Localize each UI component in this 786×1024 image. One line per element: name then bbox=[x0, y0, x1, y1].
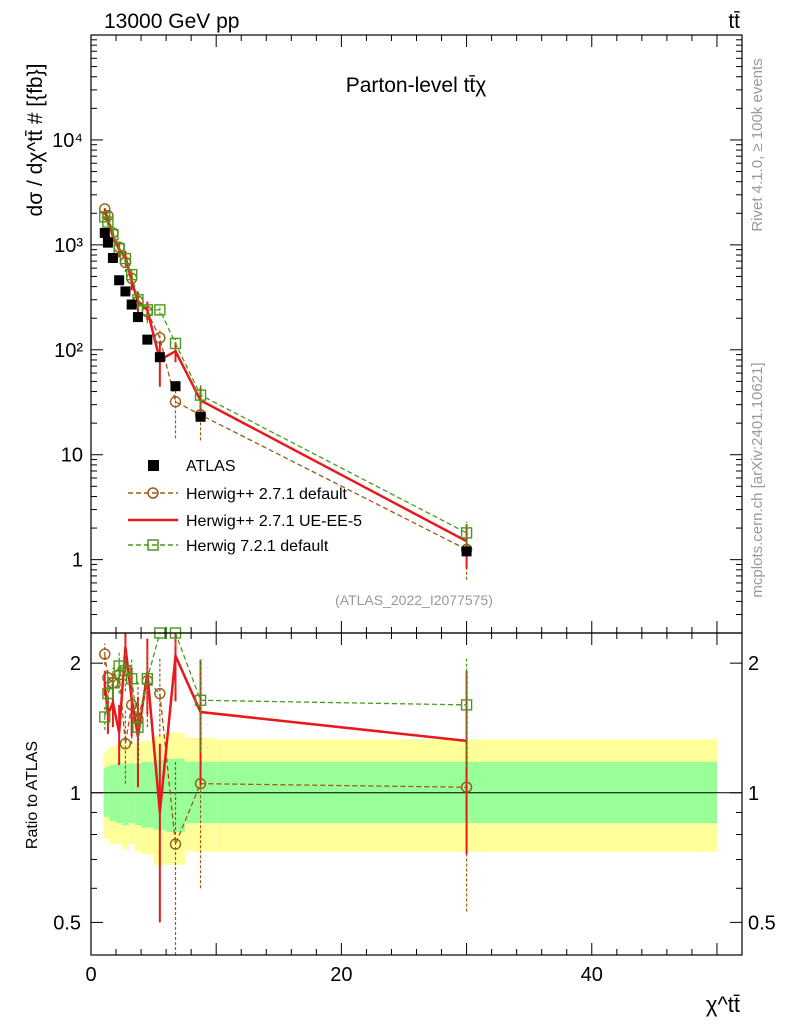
ratio-ytick-label-right: 1 bbox=[748, 783, 759, 805]
plot-title: Parton-level tt̄χ bbox=[346, 74, 487, 97]
series-point-top bbox=[99, 203, 111, 215]
legend: ATLAS Herwig++ 2.7.1 default Herwig++ 2.… bbox=[128, 458, 362, 555]
series-point-top bbox=[154, 304, 166, 316]
series-point-top bbox=[125, 268, 138, 281]
top-ytick-label: 1 bbox=[72, 550, 83, 572]
series-point-ratio bbox=[125, 673, 138, 685]
series-point-ratio bbox=[99, 648, 111, 660]
atlas-point bbox=[142, 334, 153, 345]
analysis-id: (ATLAS_2022_I2077575) bbox=[335, 592, 493, 608]
atlas-point bbox=[126, 299, 137, 310]
xtick-label: 20 bbox=[330, 964, 352, 986]
series-line-ratio bbox=[104, 653, 467, 845]
series-point-top bbox=[169, 337, 182, 350]
series-line-top bbox=[104, 216, 467, 534]
series-point-top bbox=[141, 304, 154, 316]
xaxis-label: χ^tt̄ bbox=[706, 992, 740, 1017]
series-point-ratio bbox=[125, 699, 138, 711]
mcplots-label: mcplots.cern.ch [arXiv:2401.10621] bbox=[749, 362, 766, 597]
ratio-ylabel: Ratio to ATLAS bbox=[24, 741, 41, 849]
atlas-point bbox=[154, 352, 165, 363]
series-point-top bbox=[169, 396, 182, 408]
band-inner-bin bbox=[166, 758, 185, 833]
atlas-point bbox=[170, 381, 181, 392]
series-point-ratio bbox=[113, 669, 125, 681]
atlas-point bbox=[114, 275, 125, 286]
series-point-top bbox=[102, 209, 114, 222]
legend-atlas-marker bbox=[148, 460, 159, 471]
series-point-ratio bbox=[460, 699, 473, 711]
series-point-ratio bbox=[194, 694, 207, 706]
atlas-point bbox=[99, 227, 110, 238]
ratio-ytick-label-left: 1 bbox=[70, 783, 81, 805]
legend-series2-marker bbox=[147, 539, 159, 551]
legend-series2-label: Herwig 7.2.1 default bbox=[186, 538, 329, 555]
band-inner-bin bbox=[106, 766, 110, 817]
series-point-ratio bbox=[132, 713, 144, 726]
series-point-ratio bbox=[154, 687, 166, 700]
top-ytick-label: 10 bbox=[61, 445, 83, 467]
legend-series1-label: Herwig++ 2.7.1 UE-EE-5 bbox=[186, 513, 362, 530]
series-point-ratio bbox=[119, 738, 132, 750]
series-point-top bbox=[154, 332, 166, 344]
legend-series0-marker bbox=[147, 487, 159, 499]
atlas-point bbox=[132, 312, 143, 323]
atlas-point bbox=[102, 237, 113, 248]
band-inner-bin bbox=[128, 763, 135, 824]
xtick-label: 40 bbox=[581, 964, 603, 986]
top-ylabel: dσ / dχ^tt̄ # [{fb}] bbox=[24, 64, 47, 217]
band-inner-bin bbox=[122, 763, 129, 826]
series-point-ratio bbox=[194, 777, 207, 790]
series-point-ratio bbox=[99, 711, 111, 723]
atlas-point bbox=[461, 546, 472, 557]
rivet-label: Rivet 4.1.0, ≥ 100k events bbox=[749, 58, 766, 231]
series-point-top bbox=[102, 216, 114, 228]
series-point-ratio bbox=[141, 673, 154, 685]
series-point-top bbox=[119, 252, 132, 265]
series-point-ratio bbox=[107, 677, 119, 689]
top-ytick-label: 10³ bbox=[54, 235, 83, 257]
series-point-top bbox=[113, 242, 125, 255]
series-point-top bbox=[194, 389, 207, 401]
atlas-point bbox=[120, 286, 131, 297]
band-inner-bin bbox=[141, 761, 154, 828]
series-point-ratio bbox=[460, 781, 473, 793]
atlas-point bbox=[107, 252, 118, 263]
header-energy: 13000 GeV pp bbox=[104, 10, 239, 33]
atlas-point bbox=[195, 411, 206, 422]
series-line-ratio bbox=[104, 633, 467, 728]
header-process: tt̄ bbox=[728, 10, 740, 33]
ratio-ytick-label-right: 0.5 bbox=[748, 912, 776, 934]
ratio-ytick-label-left: 0.5 bbox=[53, 912, 81, 934]
ratio-ytick-label-left: 2 bbox=[70, 653, 81, 675]
legend-series0-label: Herwig++ 2.7.1 default bbox=[186, 486, 348, 503]
series-point-ratio bbox=[169, 838, 182, 850]
band-inner-bin bbox=[134, 763, 142, 826]
legend-atlas-label: ATLAS bbox=[186, 458, 236, 475]
top-ytick-label: 10² bbox=[54, 340, 83, 362]
series-point-ratio bbox=[132, 721, 144, 733]
ratio-ytick-label-right: 2 bbox=[748, 653, 759, 675]
series-point-top bbox=[460, 527, 473, 539]
xtick-label: 0 bbox=[85, 964, 96, 986]
band-inner-bin bbox=[116, 763, 123, 824]
top-ytick-label: 10⁴ bbox=[52, 130, 83, 152]
series-point-ratio bbox=[119, 665, 132, 677]
